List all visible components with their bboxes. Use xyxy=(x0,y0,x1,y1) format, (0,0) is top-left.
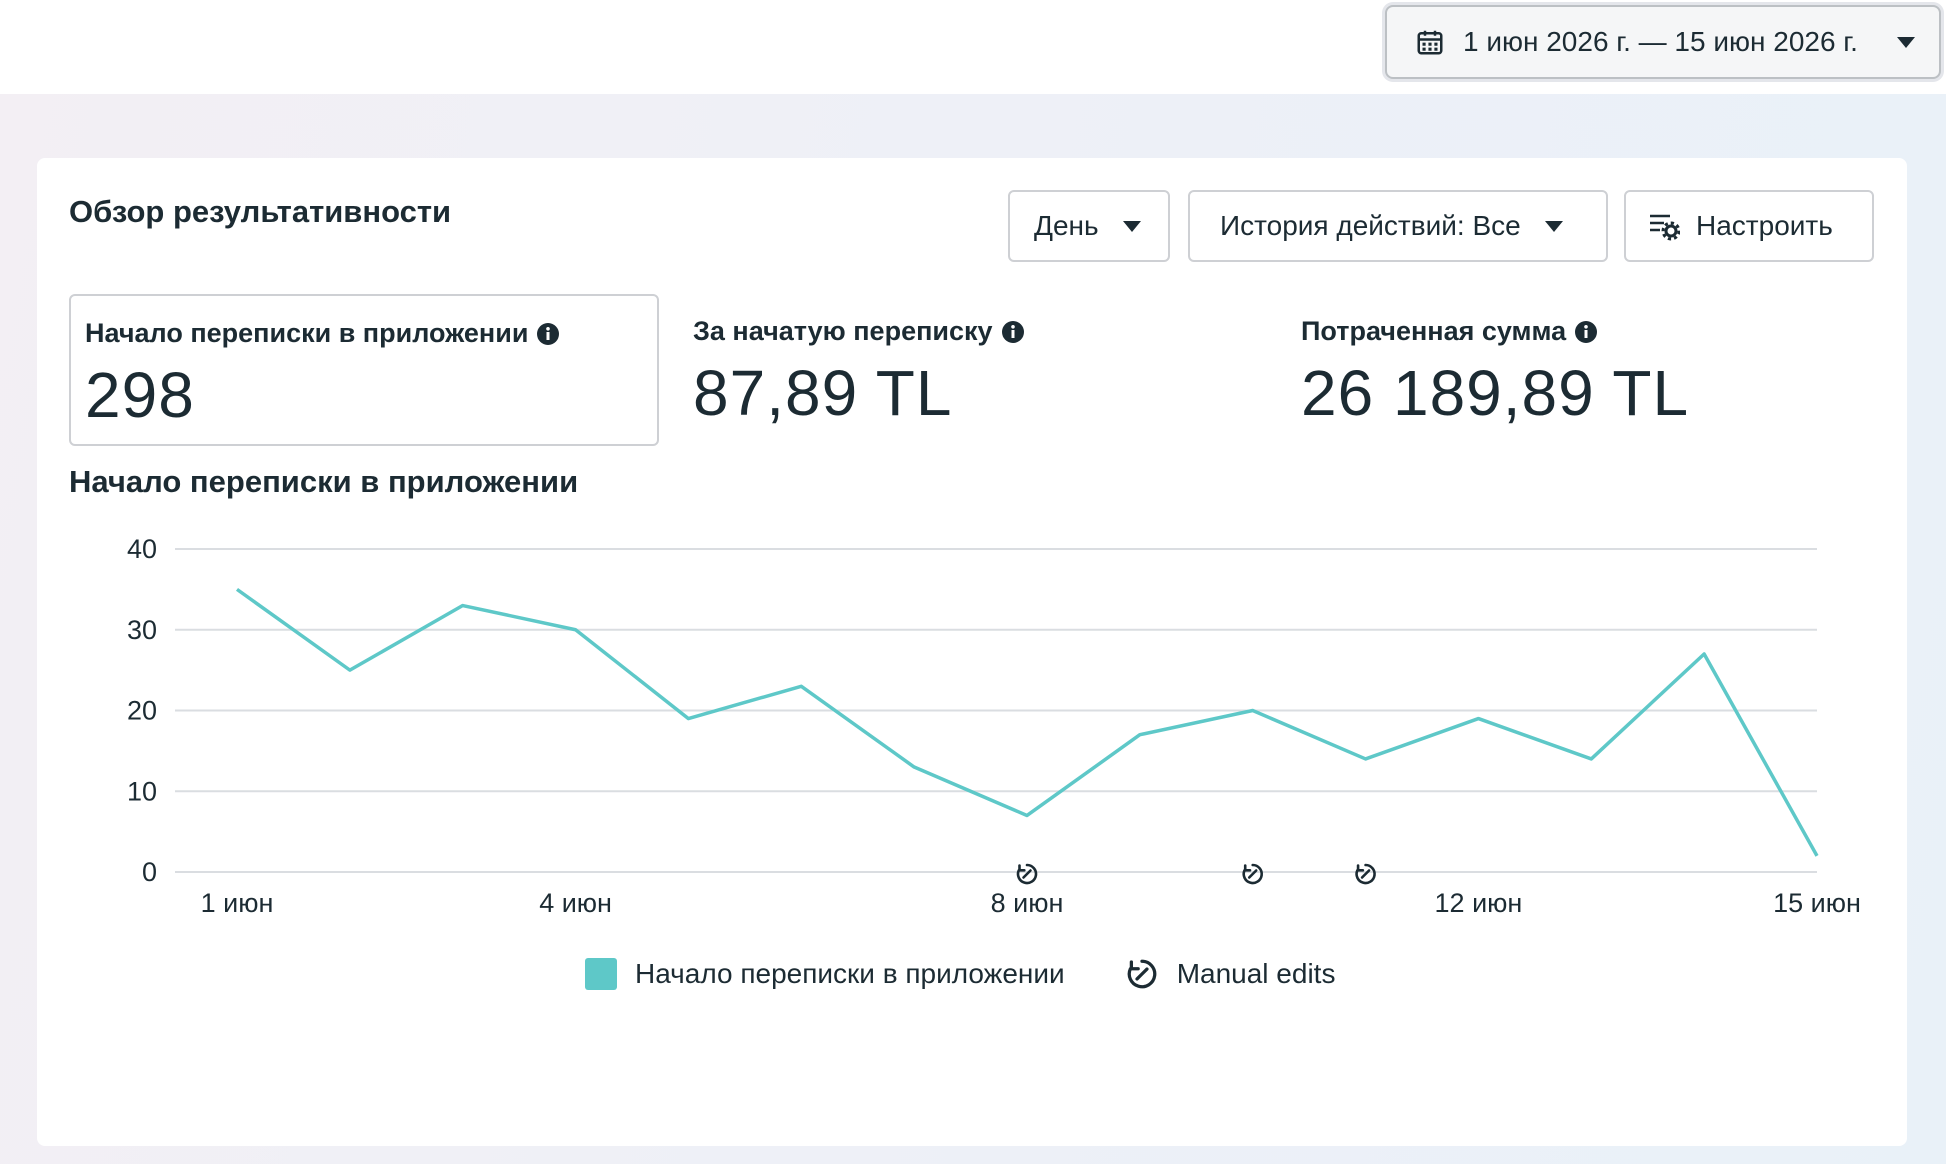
info-icon[interactable] xyxy=(1001,320,1025,344)
x-tick-label: 12 июн xyxy=(1435,888,1523,918)
y-tick-label: 30 xyxy=(127,615,157,645)
metric-amount-spent[interactable]: Потраченная сумма 26 189,89 TL xyxy=(1287,294,1867,446)
manual-edit-marker-icon[interactable] xyxy=(1355,863,1376,885)
chart-title: Начало переписки в приложении xyxy=(69,464,579,499)
info-icon[interactable] xyxy=(1574,320,1598,344)
manual-edit-marker-icon[interactable] xyxy=(1242,863,1264,885)
metric-label: За начатую переписку xyxy=(693,316,1025,347)
activity-history-dropdown-button[interactable]: История действий: Все xyxy=(1188,190,1608,262)
y-tick-label: 0 xyxy=(142,857,157,887)
y-tick-label: 20 xyxy=(127,696,157,726)
settings-sliders-icon xyxy=(1650,214,1680,241)
x-tick-label: 8 июн xyxy=(991,888,1064,918)
legend-series-swatch xyxy=(585,958,617,990)
metric-value: 87,89 TL xyxy=(693,357,953,429)
date-range-label: 1 июн 2026 г. — 15 июн 2026 г. xyxy=(1463,26,1858,57)
card-title: Обзор результативности xyxy=(69,194,452,229)
date-range-picker[interactable]: 1 июн 2026 г. — 15 июн 2026 г. xyxy=(1385,5,1941,79)
x-tick-label: 1 июн xyxy=(201,888,274,918)
metric-label-text: За начатую переписку xyxy=(693,316,993,346)
manual-edit-marker-icon[interactable] xyxy=(1016,863,1038,885)
metric-label-text: Потраченная сумма xyxy=(1301,316,1567,346)
day-dropdown-label: День xyxy=(1034,210,1099,241)
line-chart: 0 10 20 30 40 1 июн 4 июн 8 июн 12 июн 15 июн xyxy=(127,534,1861,918)
metric-label: Начало переписки в приложении xyxy=(85,318,560,349)
x-tick-label: 4 июн xyxy=(539,888,612,918)
metric-label-text: Начало переписки в приложении xyxy=(85,318,529,348)
metric-value: 298 xyxy=(85,359,195,431)
metric-cost-per-conversation[interactable]: За начатую переписку 87,89 TL xyxy=(679,294,1259,446)
customize-button[interactable]: Настроить xyxy=(1624,190,1874,262)
chevron-down-icon xyxy=(1544,220,1563,232)
manual-edit-icon xyxy=(1127,959,1157,989)
metric-label: Потраченная сумма xyxy=(1301,316,1598,347)
y-tick-label: 10 xyxy=(127,776,157,806)
top-bar: 1 июн 2026 г. — 15 июн 2026 г. xyxy=(0,0,1946,94)
metric-value: 26 189,89 TL xyxy=(1301,357,1690,429)
legend-manual-edits-label: Manual edits xyxy=(1176,958,1336,989)
chevron-down-icon xyxy=(1122,220,1141,232)
calendar-icon xyxy=(1417,30,1443,55)
y-tick-label: 40 xyxy=(127,534,157,564)
performance-overview-card: Обзор результативности День История дейс… xyxy=(37,158,1907,1146)
series-line xyxy=(235,587,1819,857)
activity-history-label: История действий: Все xyxy=(1220,210,1521,241)
customize-label: Настроить xyxy=(1696,210,1833,241)
legend-series-label: Начало переписки в приложении xyxy=(635,958,1065,989)
day-dropdown-button[interactable]: День xyxy=(1008,190,1170,262)
chart-legend: Начало переписки в приложении Manual edi… xyxy=(585,954,1335,994)
metric-conversations-started[interactable]: Начало переписки в приложении 298 xyxy=(69,294,659,446)
chevron-down-icon xyxy=(1897,36,1915,48)
info-icon[interactable] xyxy=(536,322,560,346)
x-tick-label: 15 июн xyxy=(1773,888,1861,918)
